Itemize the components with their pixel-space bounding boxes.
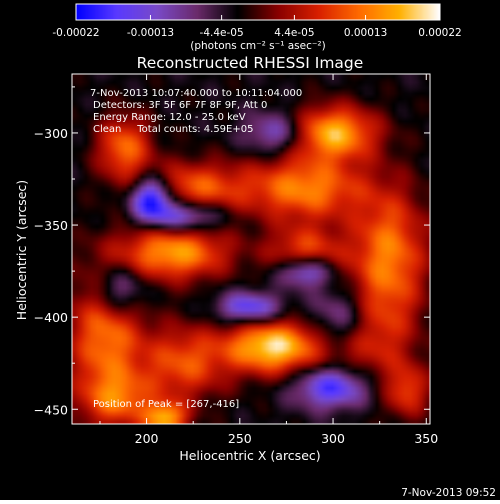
colorbar-gradient <box>76 4 440 20</box>
annotations: 7-Nov-2013 10:07:40.000 to 10:11:04.000 … <box>90 88 302 410</box>
y-axis-label: Heliocentric Y (arcsec) <box>14 180 29 320</box>
colorbar-tick-label: 0.00013 <box>344 27 387 39</box>
colorbar-border <box>75 3 441 21</box>
annotation-energy-range: Energy Range: 12.0 - 25.0 keV <box>93 112 246 123</box>
annotation-detectors: Detectors: 3F 5F 6F 7F 8F 9F, Att 0 <box>93 100 267 111</box>
heatmap-image <box>72 74 430 424</box>
timestamp: 7-Nov-2013 09:52 <box>401 487 496 499</box>
x-tick-label: 200 <box>135 431 159 446</box>
x-tick-label: 250 <box>228 431 252 446</box>
colorbar-tick-label: -4.4e-05 <box>200 27 244 39</box>
y-tick-label: −350 <box>34 218 68 233</box>
x-tick-label: 300 <box>321 431 345 446</box>
colorbar-tick-label: 4.4e-05 <box>274 27 314 39</box>
chart-title: Reconstructed RHESSI Image <box>137 54 364 72</box>
colorbar-unit-label: (photons cm⁻² s⁻¹ asec⁻²) <box>190 40 325 52</box>
colorbar-tick-label: 0.00022 <box>418 27 461 39</box>
x-tick-label: 350 <box>414 431 438 446</box>
annotation-peak-position: Position of Peak = [267,-416] <box>93 399 239 410</box>
y-tick-label: −400 <box>34 310 68 325</box>
colorbar: -0.00022 -0.00013 -4.4e-05 4.4e-05 0.00013 0.… <box>52 3 462 52</box>
colorbar-tick-label: -0.00022 <box>52 27 99 39</box>
y-tick-label: −450 <box>34 402 68 417</box>
y-tick-label: −300 <box>34 126 68 141</box>
x-axis-label: Heliocentric X (arcsec) <box>179 448 320 463</box>
annotation-clean-counts: Clean Total counts: 4.59E+05 <box>93 124 253 135</box>
colorbar-tick-label: -0.00013 <box>127 27 174 39</box>
annotation-time-range: 7-Nov-2013 10:07:40.000 to 10:11:04.000 <box>90 88 302 99</box>
plot-frame <box>71 73 431 425</box>
plot-area: 200 250 300 350 −300 −350 −400 −450 <box>34 73 438 446</box>
